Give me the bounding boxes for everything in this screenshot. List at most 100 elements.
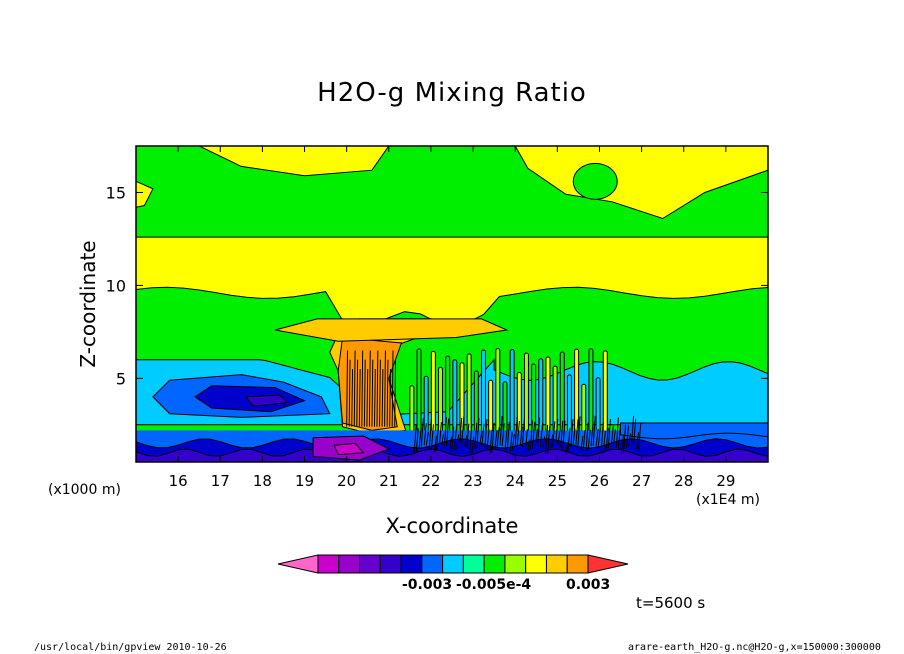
x-tick-label: 23 xyxy=(464,472,483,490)
contour-line xyxy=(469,425,473,454)
contour-line xyxy=(585,422,589,452)
contour-line xyxy=(371,359,374,427)
contour-line xyxy=(389,369,391,427)
x-tick-label: 19 xyxy=(295,472,314,490)
colorbar-segment xyxy=(545,554,568,574)
x-tick-label: 17 xyxy=(211,472,230,490)
contour-line xyxy=(363,359,366,427)
colorbar-segment xyxy=(379,554,402,574)
region-bottom-deep-blue xyxy=(136,448,768,462)
region-turbulent-strip xyxy=(466,353,472,435)
x-tick-label: 20 xyxy=(337,472,356,490)
contour-line xyxy=(577,416,581,447)
contour-line xyxy=(451,426,455,453)
region-left-yellow-edge xyxy=(136,180,154,208)
contour-line xyxy=(433,435,437,453)
region-turbulent-strip xyxy=(430,350,436,435)
contour-line xyxy=(501,423,505,446)
footer-left: /usr/local/bin/gpview 2010-10-26 xyxy=(34,642,227,653)
region-turbulent-strip xyxy=(566,374,572,435)
footer-right: arare-earth_H2O-g.nc@H2O-g,x=150000:3000… xyxy=(628,642,881,653)
plot-frame xyxy=(135,145,769,463)
contour-line xyxy=(560,420,564,449)
contour-line xyxy=(489,429,493,455)
contour-line xyxy=(430,424,434,451)
contour-line xyxy=(612,428,616,446)
contour-line xyxy=(386,359,389,427)
contour-line xyxy=(545,424,549,454)
contour-line xyxy=(595,428,599,447)
contour-line xyxy=(504,427,508,450)
contour-line xyxy=(537,417,541,446)
contour-line xyxy=(415,428,419,454)
contour-line xyxy=(486,429,490,450)
region-turbulent-strip xyxy=(602,350,608,435)
x-tick-label: 22 xyxy=(421,472,440,490)
contour-line xyxy=(592,415,596,446)
region-turbulent-strip xyxy=(509,349,515,435)
contour-line xyxy=(351,369,354,427)
chart-title: H2O-g Mixing Ratio xyxy=(317,78,587,108)
contour-line xyxy=(602,430,606,454)
contour-line xyxy=(356,359,359,427)
region-turbulent-strip xyxy=(588,348,594,435)
contour-line xyxy=(542,436,546,449)
x-tick-label: 29 xyxy=(716,472,735,490)
region-turbulent-strip xyxy=(452,359,458,435)
colorbar-segment xyxy=(462,554,485,574)
region-top-yellow-1 xyxy=(198,146,390,177)
contour-line xyxy=(448,436,453,452)
contour-line xyxy=(361,350,364,427)
x-unit-label: (x1000 m) xyxy=(48,482,121,498)
contour-line xyxy=(494,430,498,448)
contour-line xyxy=(499,415,503,446)
colorbar-label-3: 0.003 xyxy=(566,577,611,593)
region-turbulent-strip xyxy=(416,348,422,435)
contour-line xyxy=(459,417,463,446)
contour-line xyxy=(514,416,518,447)
region-plume-cap xyxy=(274,318,509,342)
contour-line xyxy=(534,428,539,446)
axes: 16 17 18 19 20 21 22 23 24 25 26 27 28 29 5 10 15 xyxy=(106,145,769,490)
region-turbulent-strip xyxy=(438,366,444,435)
contour-line xyxy=(366,369,369,427)
region-deep-blue-core xyxy=(244,394,289,407)
y-axis-label: Z-coordinate xyxy=(76,240,100,368)
region-turbulent-strip xyxy=(480,349,486,435)
contour-line xyxy=(555,418,559,446)
contour-line xyxy=(636,432,640,449)
contour-line xyxy=(597,427,601,448)
colorbar-segment xyxy=(442,554,464,574)
time-label: t=5600 s xyxy=(636,594,706,612)
contour-line xyxy=(481,423,485,446)
region-turbulent-strip xyxy=(581,383,587,435)
contour-line xyxy=(552,421,556,448)
contour-line xyxy=(529,420,533,451)
region-turbulent-strip xyxy=(523,352,529,435)
region-turbulent-strip xyxy=(488,379,494,435)
contour-line xyxy=(420,417,424,447)
colorbar xyxy=(277,554,629,574)
contour-line xyxy=(368,350,371,427)
colorbar-segment xyxy=(317,554,340,574)
region-turbulent-strip xyxy=(545,356,551,435)
contour-line xyxy=(521,418,525,447)
x-tick-label: 21 xyxy=(379,472,398,490)
contour-line xyxy=(615,417,619,448)
contour-line xyxy=(476,417,480,448)
contour-line xyxy=(625,425,630,449)
x-tick-label: 18 xyxy=(253,472,272,490)
contour-line xyxy=(491,422,495,453)
contour-line xyxy=(567,428,571,452)
region-right-blue-tongue xyxy=(620,422,768,440)
x-tick-label: 24 xyxy=(506,472,525,490)
contour-line xyxy=(519,426,523,447)
contour-line xyxy=(391,350,394,427)
contour-line xyxy=(620,434,624,455)
contour-line xyxy=(575,419,579,446)
contour-line xyxy=(353,350,356,427)
contour-line xyxy=(461,416,465,446)
contour-line xyxy=(418,427,422,448)
contour-line xyxy=(628,433,632,448)
contour-line xyxy=(570,419,574,448)
